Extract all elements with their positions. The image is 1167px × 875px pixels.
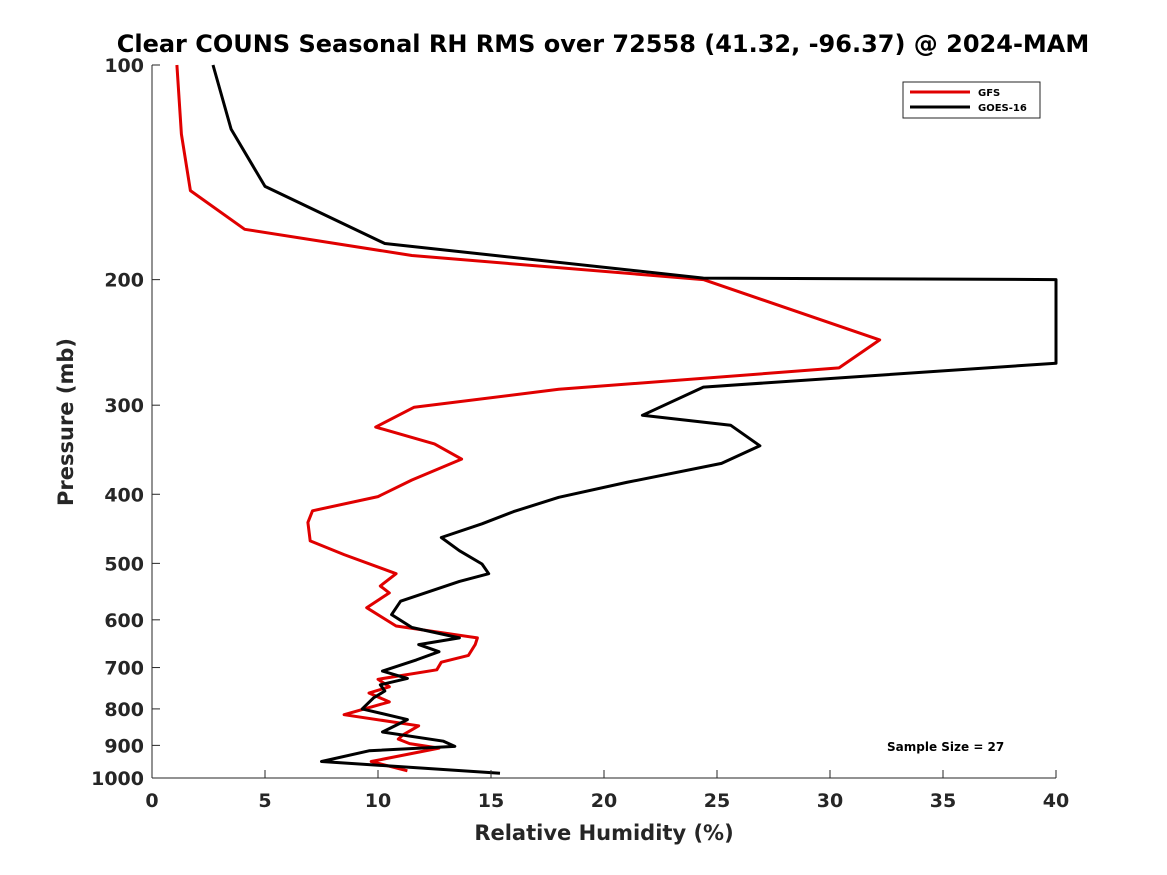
y-tick-label: 200 xyxy=(104,270,144,292)
x-tick-label: 5 xyxy=(258,790,271,812)
legend: GFS GOES-16 xyxy=(902,81,1041,119)
chart-title: Clear COUNS Seasonal RH RMS over 72558 (… xyxy=(117,30,1090,58)
y-tick-label: 900 xyxy=(104,735,144,757)
y-tick-label: 500 xyxy=(104,553,144,575)
x-tick-label: 25 xyxy=(704,790,730,812)
x-tick-label: 40 xyxy=(1043,790,1069,812)
x-tick-label: 30 xyxy=(817,790,843,812)
y-axis-label: Pressure (mb) xyxy=(54,338,78,506)
x-tick-label: 20 xyxy=(591,790,617,812)
x-tick-label: 10 xyxy=(365,790,391,812)
legend-box xyxy=(902,81,1041,119)
y-tick-label: 300 xyxy=(104,395,144,417)
x-tick-label: 15 xyxy=(478,790,504,812)
y-tick-label: 700 xyxy=(104,658,144,680)
y-tick-label: 400 xyxy=(104,484,144,506)
x-axis-label: Relative Humidity (%) xyxy=(474,821,733,845)
plot-area xyxy=(152,65,1056,778)
x-axis-ticks: 0 5 10 15 20 25 30 35 40 xyxy=(145,770,1069,812)
series-line-goes16 xyxy=(211,64,1058,775)
y-tick-label: 1000 xyxy=(91,768,144,790)
series-layer xyxy=(175,64,1058,775)
series-line-gfs xyxy=(175,64,882,773)
y-tick-label: 100 xyxy=(104,55,144,77)
legend-label-gfs: GFS xyxy=(978,88,1000,99)
sample-size-note: Sample Size = 27 xyxy=(887,740,1004,754)
y-axis-ticks: 100 200 300 400 500 600 700 800 900 1000 xyxy=(91,55,160,790)
legend-label-goes16: GOES-16 xyxy=(978,103,1027,114)
y-tick-label: 800 xyxy=(104,699,144,721)
y-tick-label: 600 xyxy=(104,610,144,632)
x-tick-label: 35 xyxy=(930,790,956,812)
x-tick-label: 0 xyxy=(145,790,158,812)
